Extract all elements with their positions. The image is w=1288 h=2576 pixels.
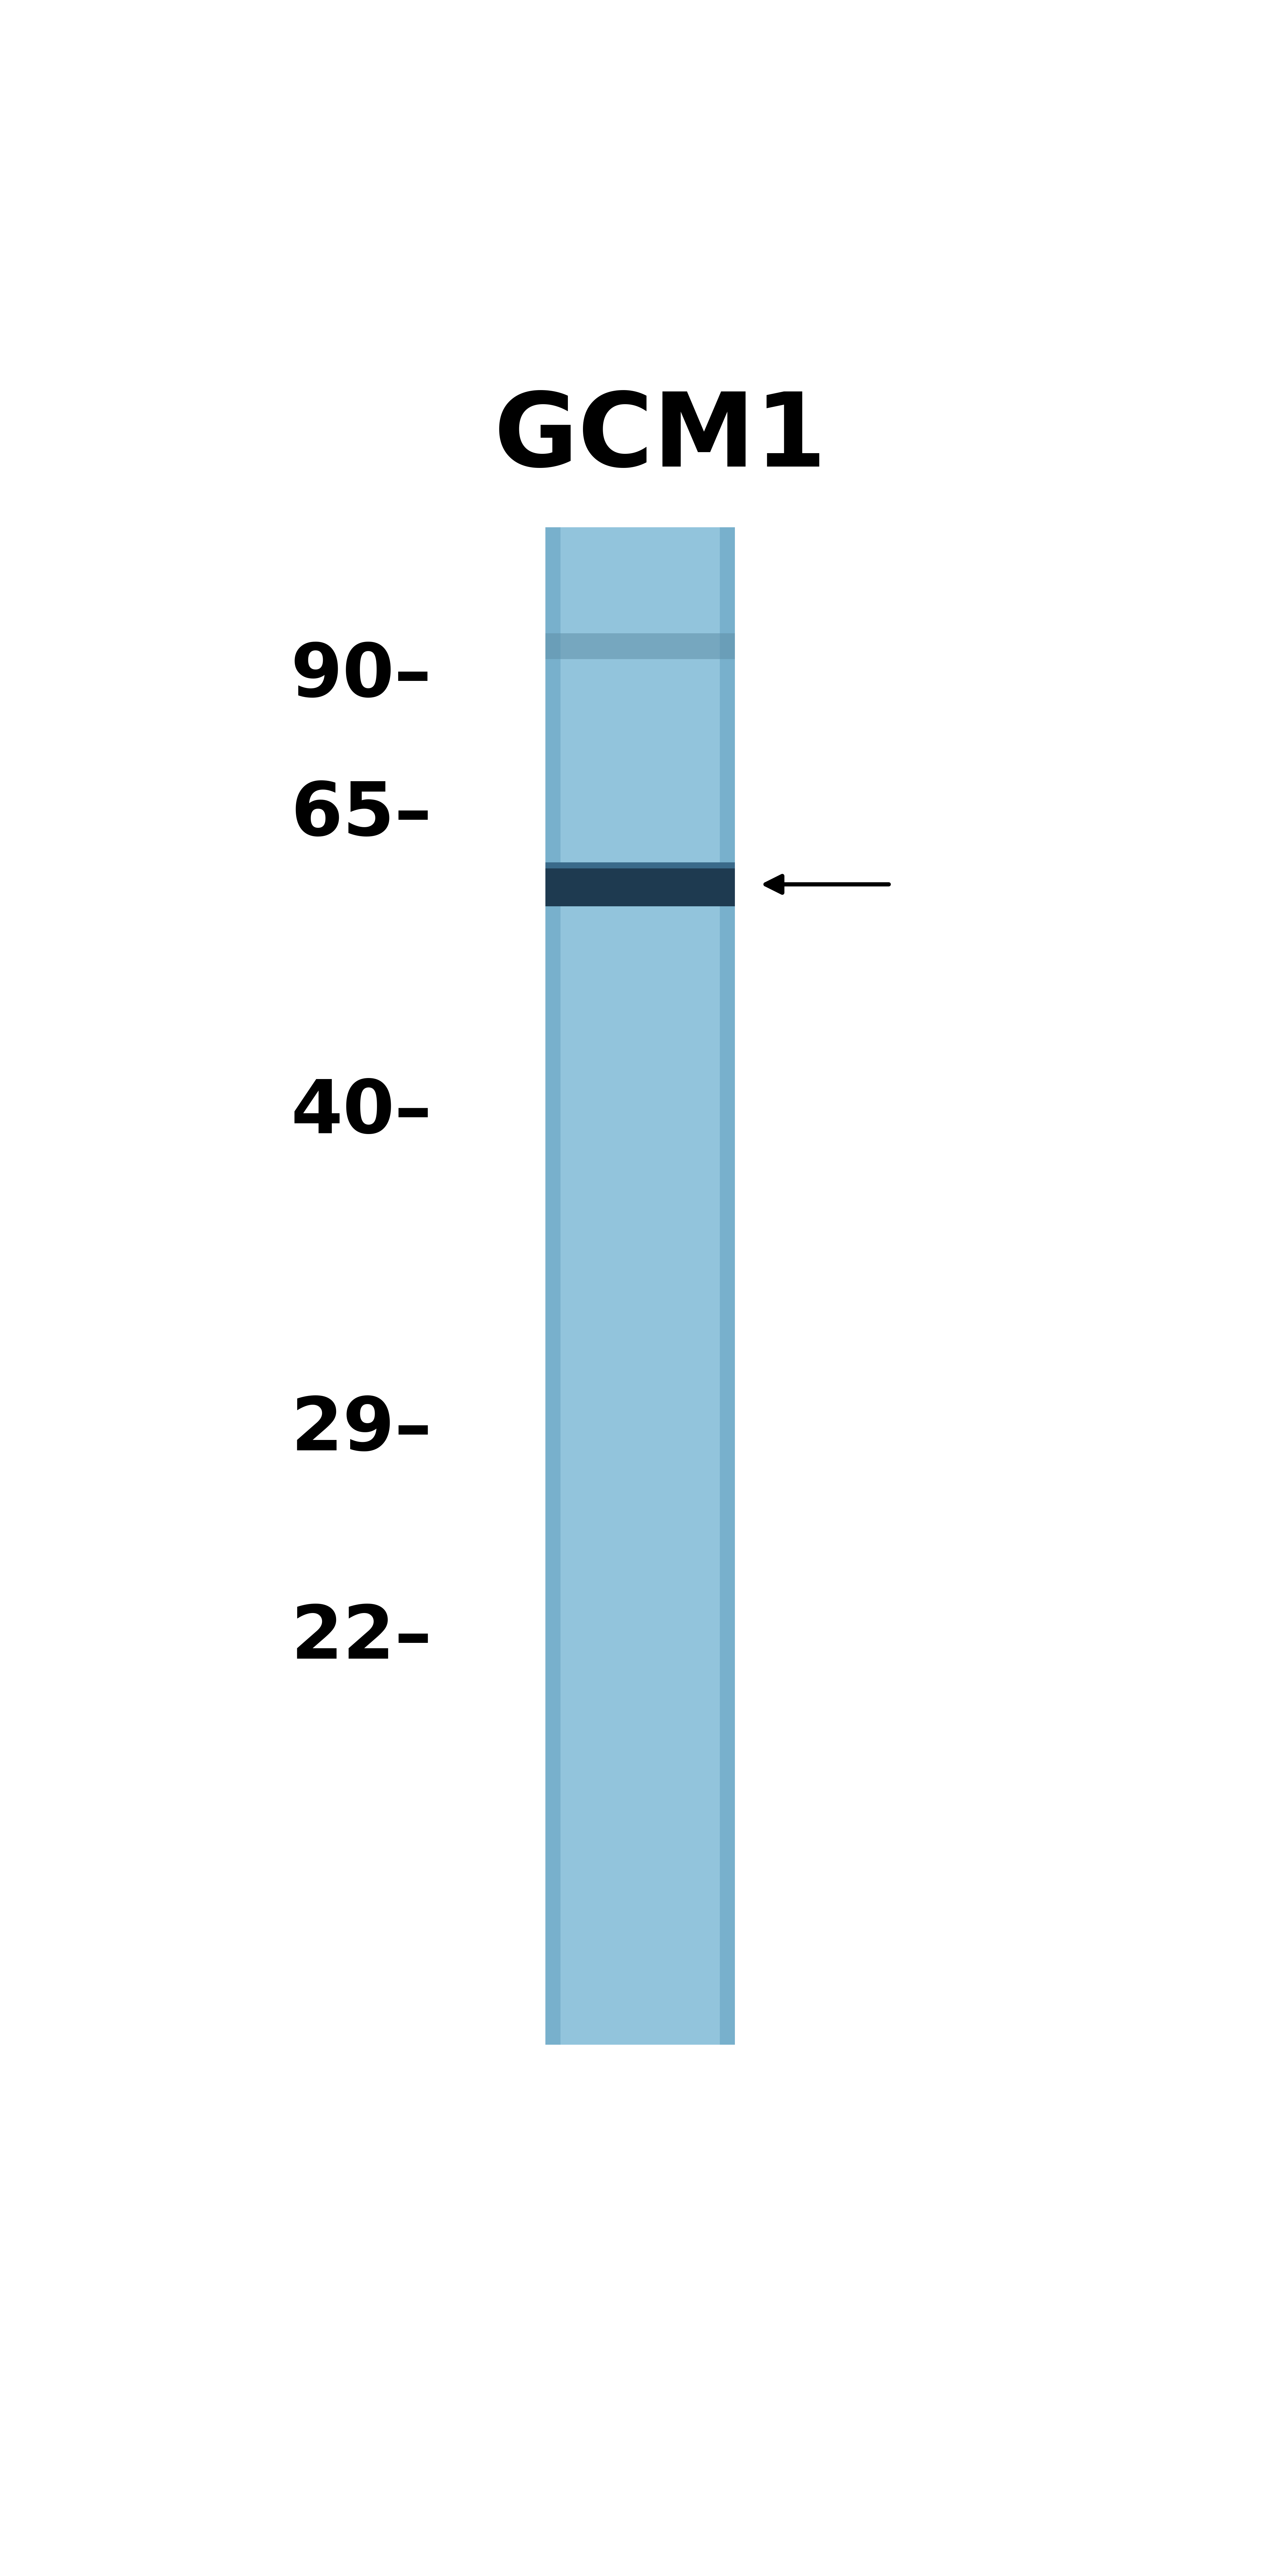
- Text: 29–: 29–: [291, 1394, 431, 1466]
- Text: 40–: 40–: [291, 1077, 431, 1149]
- Bar: [545, 528, 735, 2045]
- Bar: [545, 863, 735, 868]
- Text: 22–: 22–: [291, 1602, 431, 1674]
- Bar: [545, 634, 735, 659]
- Text: 90–: 90–: [291, 641, 431, 711]
- Bar: [545, 863, 735, 907]
- Bar: [720, 528, 735, 2045]
- Text: 65–: 65–: [291, 778, 431, 850]
- Bar: [545, 528, 560, 2045]
- Text: GCM1: GCM1: [493, 389, 827, 487]
